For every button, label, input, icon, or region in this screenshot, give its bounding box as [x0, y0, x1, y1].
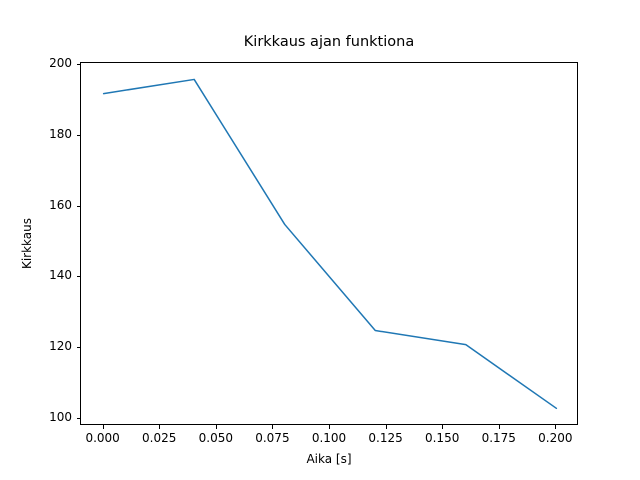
x-tick-label: 0.150 — [424, 431, 460, 445]
x-tick-label: 0.000 — [85, 431, 120, 445]
x-tick-mark — [102, 425, 104, 429]
y-tick-mark — [76, 347, 80, 349]
y-tick-mark — [76, 64, 80, 66]
x-tick-mark — [498, 425, 500, 429]
x-tick-label: 0.200 — [538, 431, 573, 445]
y-tick-label: 100 — [49, 409, 72, 424]
x-tick-mark — [555, 425, 557, 429]
y-tick-label: 120 — [49, 339, 72, 354]
y-tick-label: 200 — [49, 56, 72, 71]
x-axis-label: Aika [s] — [306, 452, 352, 466]
x-tick-mark — [385, 425, 387, 429]
y-tick-mark — [76, 135, 80, 137]
x-tick-label: 0.075 — [255, 431, 290, 445]
y-tick-mark — [76, 276, 80, 278]
y-tick-mark — [76, 205, 80, 207]
x-tick-mark — [329, 425, 330, 429]
x-tick-mark — [272, 425, 274, 429]
x-tick-label: 0.125 — [368, 431, 403, 445]
x-tick-label: 0.100 — [311, 431, 347, 445]
x-tick-mark — [159, 425, 161, 429]
x-tick-label: 0.175 — [481, 431, 516, 445]
plot-svg — [102, 78, 558, 410]
x-tick-mark — [442, 425, 444, 429]
y-tick-label: 180 — [49, 127, 72, 142]
y-axis-label: Kirkkaus — [20, 217, 34, 270]
chart-title: Kirkkaus ajan funktiona — [243, 34, 415, 50]
y-tick-label: 140 — [49, 268, 72, 283]
plot-area — [80, 62, 578, 425]
y-tick-label: 160 — [49, 197, 72, 212]
x-tick-label: 0.050 — [198, 431, 233, 445]
x-tick-label: 0.025 — [142, 431, 177, 445]
data-series-line — [102, 78, 558, 410]
x-tick-mark — [215, 425, 217, 429]
y-tick-mark — [76, 417, 80, 419]
